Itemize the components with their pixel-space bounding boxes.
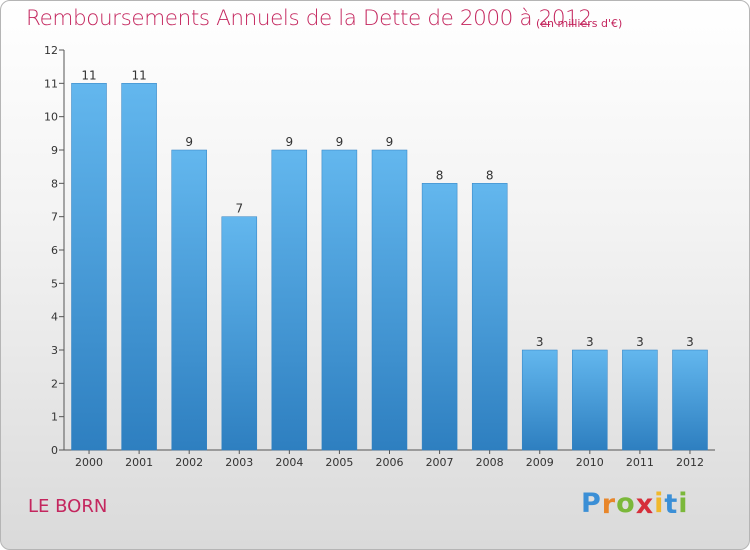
x-tick-label-2001: 2001 bbox=[125, 456, 153, 469]
y-tick-label: 6 bbox=[51, 244, 58, 257]
chart-subtitle: (en milliers d'€) bbox=[536, 17, 623, 30]
bar-2007 bbox=[421, 183, 458, 451]
y-tick-label: 8 bbox=[51, 177, 58, 190]
y-tick-label: 1 bbox=[51, 411, 58, 424]
bar-2008 bbox=[471, 183, 508, 451]
data-label-2011: 3 bbox=[636, 335, 644, 349]
x-tick-label-2012: 2012 bbox=[676, 456, 704, 469]
data-label-2012: 3 bbox=[686, 335, 694, 349]
x-tick-label-2007: 2007 bbox=[426, 456, 454, 469]
x-tick-label-2010: 2010 bbox=[576, 456, 604, 469]
y-tick-label: 5 bbox=[51, 277, 58, 290]
y-tick-label: 10 bbox=[44, 111, 58, 124]
x-tick-label-2000: 2000 bbox=[75, 456, 103, 469]
logo-letter: o bbox=[616, 488, 636, 519]
bar-2010 bbox=[572, 349, 608, 451]
x-tick-label-2006: 2006 bbox=[376, 456, 404, 469]
bar-2002 bbox=[171, 149, 207, 451]
y-tick-label: 11 bbox=[44, 77, 58, 90]
data-label-2006: 9 bbox=[386, 135, 394, 149]
data-label-2007: 8 bbox=[436, 168, 444, 182]
bar-2012 bbox=[672, 349, 708, 451]
y-tick-label: 3 bbox=[51, 344, 58, 357]
bar-2004 bbox=[271, 149, 308, 451]
data-label-2008: 8 bbox=[486, 168, 494, 182]
data-label-2002: 9 bbox=[185, 135, 193, 149]
data-label-2004: 9 bbox=[286, 135, 294, 149]
data-label-2005: 9 bbox=[336, 135, 344, 149]
y-tick-label: 7 bbox=[51, 211, 58, 224]
y-tick-label: 12 bbox=[44, 44, 58, 57]
data-label-2001: 11 bbox=[131, 68, 146, 82]
data-label-2000: 11 bbox=[81, 68, 96, 82]
x-tick-label-2008: 2008 bbox=[476, 456, 504, 469]
logo-letter: i bbox=[654, 488, 665, 519]
x-tick-label-2011: 2011 bbox=[626, 456, 654, 469]
y-tick-label: 4 bbox=[51, 311, 58, 324]
data-label-2003: 7 bbox=[235, 202, 243, 216]
logo-letter: r bbox=[601, 489, 617, 520]
data-label-2009: 3 bbox=[536, 335, 544, 349]
x-tick-label-2005: 2005 bbox=[325, 456, 353, 469]
chart-title: Remboursements Annuels de la Dette de 20… bbox=[26, 6, 592, 31]
bar-2009 bbox=[521, 349, 558, 451]
x-tick-label-2004: 2004 bbox=[275, 456, 303, 469]
y-tick-label: 2 bbox=[51, 377, 58, 390]
logo-letter: i bbox=[678, 488, 689, 519]
proxiti-logo[interactable]: Proxiti bbox=[581, 488, 689, 520]
x-tick-label-2002: 2002 bbox=[175, 456, 203, 469]
logo-letter: x bbox=[635, 489, 655, 520]
bar-2000 bbox=[71, 83, 107, 451]
x-tick-label-2009: 2009 bbox=[526, 456, 554, 469]
commune-name: LE BORN bbox=[28, 496, 108, 517]
y-tick-label: 0 bbox=[51, 444, 58, 457]
bar-2003 bbox=[221, 216, 258, 451]
x-tick-label-2003: 2003 bbox=[225, 456, 253, 469]
bar-2005 bbox=[321, 149, 358, 451]
bar-2011 bbox=[622, 349, 658, 451]
logo-letter: P bbox=[581, 488, 602, 519]
logo-letter: t bbox=[664, 489, 679, 520]
bar-2006 bbox=[371, 149, 408, 451]
data-label-2010: 3 bbox=[586, 335, 594, 349]
bar-2001 bbox=[121, 83, 157, 451]
y-tick-label: 9 bbox=[51, 144, 58, 157]
